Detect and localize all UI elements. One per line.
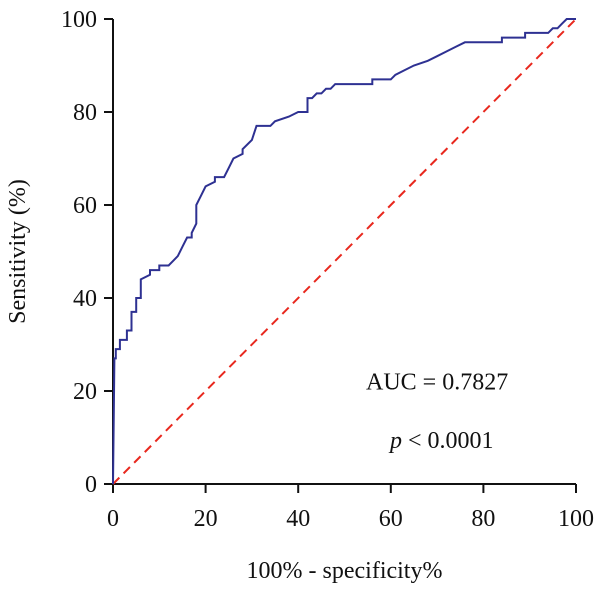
- y-tick-label: 20: [73, 379, 97, 405]
- ticks: 0 20 40 60 80 100 0 20 40 60 80 100: [61, 7, 594, 532]
- y-tick-label: 0: [85, 472, 97, 498]
- y-tick-label: 60: [73, 193, 97, 219]
- series-group: [112, 18, 577, 485]
- y-tick-label: 100: [61, 7, 97, 33]
- auc-annotation: AUC = 0.7827: [366, 370, 508, 396]
- y-axis-label: Sensitivity (%): [5, 179, 31, 324]
- p-value-text: < 0.0001: [402, 428, 494, 454]
- p-symbol: p: [388, 428, 402, 454]
- y-tick-label: 80: [73, 100, 97, 126]
- x-axis-label: 100% - specificity%: [247, 558, 443, 584]
- annotations: AUC = 0.7827 p < 0.0001: [366, 370, 508, 454]
- x-tick-label: 80: [471, 506, 495, 532]
- x-tick-label: 100: [558, 506, 594, 532]
- x-tick-label: 20: [194, 506, 218, 532]
- reference-line: [112, 18, 577, 485]
- x-tick-label: 40: [286, 506, 310, 532]
- roc-curve: [112, 18, 576, 485]
- x-tick-label: 0: [107, 506, 119, 532]
- y-tick-label: 40: [73, 286, 97, 312]
- p-value-annotation: p < 0.0001: [388, 428, 494, 454]
- x-tick-label: 60: [379, 506, 403, 532]
- axis-labels: 100% - specificity% Sensitivity (%): [5, 179, 442, 584]
